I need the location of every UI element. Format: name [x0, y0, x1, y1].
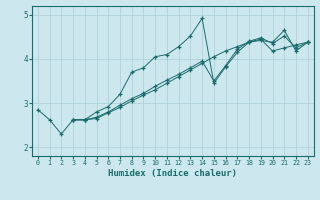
X-axis label: Humidex (Indice chaleur): Humidex (Indice chaleur): [108, 169, 237, 178]
